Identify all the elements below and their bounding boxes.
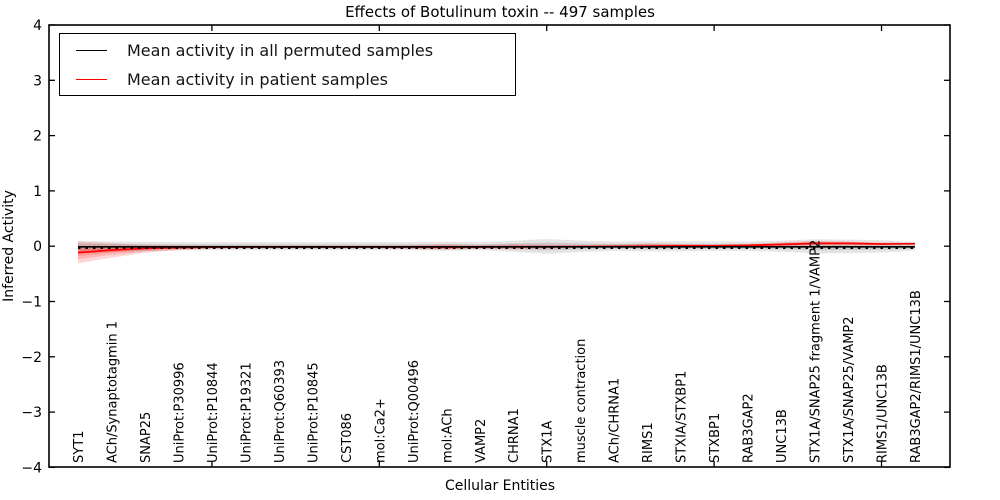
y-tick-label: 4 <box>33 18 42 34</box>
x-category-label: ACh/CHRNA1 <box>608 378 623 463</box>
x-category-label: STXIA/STXBP1 <box>675 371 690 463</box>
legend: Mean activity in all permuted samples Me… <box>59 33 516 96</box>
y-tick-label: −4 <box>21 460 42 476</box>
x-category-label: mol:Ca2+ <box>373 398 388 463</box>
x-category-label: STXBP1 <box>708 413 723 463</box>
x-category-label: ACh/Synaptotagmin 1 <box>105 321 120 463</box>
x-category-label: SNAP25 <box>139 412 154 463</box>
y-tick-label: 0 <box>33 239 42 255</box>
x-category-label: UniProt:P10845 <box>306 362 321 463</box>
legend-label-patient: Mean activity in patient samples <box>127 69 388 89</box>
x-category-label: VAMP2 <box>474 419 489 463</box>
x-category-label: UniProt:P10844 <box>206 362 221 463</box>
x-axis-label: Cellular Entities <box>444 478 556 494</box>
y-tick-label: 1 <box>33 184 42 200</box>
x-category-label: UniProt:P30996 <box>172 362 187 463</box>
y-tick-label: −3 <box>21 405 42 421</box>
legend-entry-patient: Mean activity in patient samples <box>76 67 515 91</box>
x-category-label: UNC13B <box>775 409 790 463</box>
chart-title: Effects of Botulinum toxin -- 497 sample… <box>345 3 655 21</box>
x-category-label: RIMS1/UNC13B <box>876 364 891 463</box>
x-category-label: mol:ACh <box>440 408 455 463</box>
x-category-label: RIMS1 <box>641 422 656 463</box>
legend-entry-permuted: Mean activity in all permuted samples <box>76 38 515 62</box>
x-category-label: STX1A <box>541 421 556 463</box>
legend-label-permuted: Mean activity in all permuted samples <box>127 40 434 60</box>
x-category-label: CHRNA1 <box>507 408 522 463</box>
x-category-label: SYT1 <box>72 431 87 463</box>
x-category-label: UniProt:P19321 <box>239 362 254 463</box>
x-category-label: UniProt:Q00496 <box>407 360 422 463</box>
x-category-label: STX1A/SNAP25/VAMP2 <box>842 316 857 463</box>
x-category-label: RAB3GAP2 <box>742 393 757 463</box>
patient-line-swatch <box>76 78 107 80</box>
y-tick-label: −1 <box>21 295 42 311</box>
y-tick-label: 3 <box>33 73 42 89</box>
x-category-label: UniProt:Q60393 <box>273 360 288 463</box>
x-category-label: muscle contraction <box>574 339 589 463</box>
y-tick-label: −2 <box>21 350 42 366</box>
permuted-line-swatch <box>76 49 107 51</box>
y-axis-label: Inferred Activity <box>1 190 17 302</box>
x-category-label: STX1A/SNAP25 fragment 1/VAMP2 <box>809 240 824 463</box>
y-tick-label: 2 <box>33 129 42 145</box>
x-category-label: CST086 <box>340 413 355 463</box>
x-category-label: RAB3GAP2/RIMS1/UNC13B <box>909 290 924 463</box>
